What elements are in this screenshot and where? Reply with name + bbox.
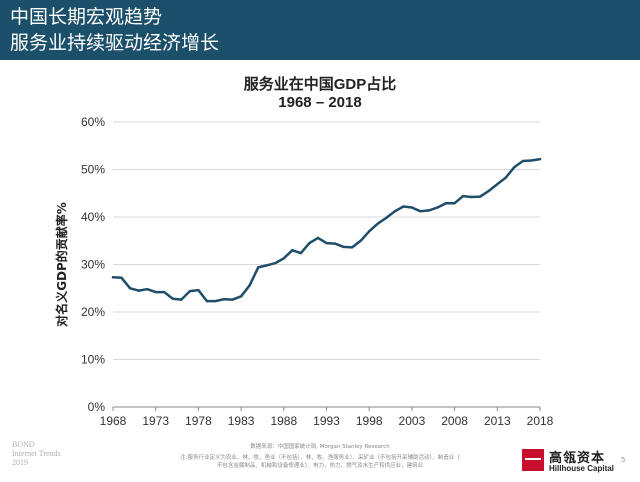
data-point	[376, 222, 379, 225]
y-tick-label: 20%	[81, 305, 105, 319]
data-point	[145, 288, 149, 291]
data-point	[197, 288, 200, 292]
data-point	[453, 202, 456, 205]
y-tick-label: 50%	[81, 163, 105, 177]
bond-line: BOND	[12, 440, 35, 449]
x-tick-label: 2003	[399, 414, 426, 428]
data-point	[342, 245, 345, 249]
data-point	[274, 261, 277, 265]
x-tick-label: 2008	[441, 414, 468, 428]
data-point	[470, 195, 473, 199]
data-point	[265, 264, 268, 267]
slide-header: 中国长期宏观趋势 服务业持续驱动经济增长	[0, 0, 640, 60]
x-tick-label: 1988	[270, 414, 297, 428]
x-tick-label: 1973	[142, 414, 169, 428]
y-tick-label: 30%	[81, 258, 105, 272]
bond-line: 2019	[12, 458, 28, 467]
data-point	[111, 276, 115, 279]
data-point	[282, 257, 285, 260]
data-point	[154, 290, 157, 294]
data-point	[291, 249, 294, 252]
data-point	[222, 297, 226, 301]
y-axis-label: 对名义GDP的贡献率%	[54, 202, 69, 327]
bond-watermark: BOND Internet Trends 2019	[12, 440, 61, 467]
data-point	[325, 241, 328, 245]
data-point	[333, 242, 337, 245]
data-point	[214, 299, 217, 303]
data-point	[231, 298, 234, 301]
data-point	[239, 295, 243, 298]
chart-title: 服务业在中国GDP占比	[243, 76, 397, 93]
data-point	[385, 216, 388, 220]
data-point	[299, 251, 303, 255]
x-tick-label: 1978	[185, 414, 212, 428]
data-point	[513, 165, 516, 169]
data-point	[308, 241, 311, 245]
data-point	[504, 176, 508, 179]
data-point	[163, 290, 166, 294]
bond-line: Internet Trends	[12, 449, 61, 458]
data-point	[521, 159, 525, 163]
logo-chinese-name: 高瓴资本	[549, 451, 606, 466]
data-point	[248, 284, 251, 287]
source-note: 数据来源：中国国家统计局, Morgan Stanley Research	[250, 444, 390, 450]
data-point	[128, 287, 132, 290]
data-point	[205, 299, 209, 303]
x-tick-label: 2018	[527, 414, 554, 428]
data-point	[368, 230, 371, 233]
data-point	[419, 210, 422, 213]
data-point	[496, 183, 499, 186]
source-footnote: 不包含金属制品、机械和设备修理业）、电力、热力、燃气及水生产和供应业，建筑业	[216, 463, 424, 469]
y-tick-label: 60%	[81, 115, 105, 129]
data-point	[137, 289, 140, 292]
page-number: 5	[621, 456, 626, 464]
data-point	[180, 298, 183, 301]
hillhouse-logo-icon	[522, 449, 544, 471]
line-chart: 0% 10% 20% 30% 40% 50% 60% 1968 1973 1978 1983 1988…	[54, 115, 554, 428]
logo-english-name: Hillhouse Capital	[549, 464, 614, 473]
data-point	[479, 195, 482, 198]
data-point	[487, 189, 490, 193]
series-line	[111, 157, 542, 303]
data-point	[256, 266, 260, 269]
data-point	[538, 157, 542, 161]
data-point	[444, 202, 448, 205]
x-tick-label: 1993	[313, 414, 340, 428]
y-tick-label: 10%	[81, 353, 105, 367]
x-tick-label: 2013	[484, 414, 511, 428]
data-point	[120, 276, 123, 279]
slide-title: 中国长期宏观趋势	[10, 6, 163, 28]
x-tick-label: 1983	[228, 414, 255, 428]
slide-subtitle: 服务业持续驱动经济增长	[10, 32, 220, 54]
data-point	[427, 209, 431, 212]
data-point	[359, 239, 362, 242]
chart-subtitle: 1968 – 2018	[278, 94, 362, 111]
source-footnote: 注:服务行业定义为农业、林、牧、渔业（不包括）、林、牧、渔服务业）、采矿业（不包…	[180, 455, 460, 461]
data-point	[436, 206, 439, 209]
x-tick-label: 1968	[100, 414, 127, 428]
data-point	[171, 297, 174, 300]
data-point	[188, 289, 192, 293]
data-point	[350, 246, 354, 249]
y-tick-label: 0%	[88, 400, 106, 414]
x-tick-label: 1998	[356, 414, 383, 428]
data-point	[316, 236, 320, 240]
data-point	[402, 205, 405, 208]
data-point	[410, 206, 414, 209]
data-point	[530, 159, 533, 162]
data-point	[461, 194, 465, 198]
data-point	[393, 210, 397, 213]
y-tick-label: 40%	[81, 210, 105, 224]
